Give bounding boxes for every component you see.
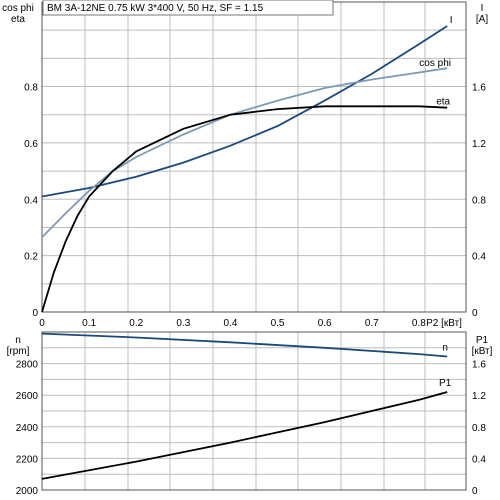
top-left-axis-unit: eta [11, 14, 25, 25]
top-left-tick-label: 0.4 [24, 195, 38, 206]
x-tick-label: 0.7 [365, 318, 379, 329]
top-right-axis-title: I [481, 3, 484, 14]
top-left-tick-label: 0.6 [24, 139, 38, 150]
x-tick-label: 0.8 [412, 318, 426, 329]
bottom-left-tick-label: 2600 [16, 391, 39, 402]
series-line-cos-phi [41, 67, 448, 238]
top-right-tick-label: 0.4 [472, 252, 486, 263]
top-right-tick-label: 1.2 [472, 139, 486, 150]
bottom-plot-frame [41, 331, 467, 491]
bottom-right-tick-label: 0 [472, 486, 478, 497]
bottom-right-tick-label: 1.6 [472, 360, 486, 371]
top-left-tick-label: 0.2 [24, 252, 38, 263]
bottom-left-tick-label: 2800 [16, 360, 39, 371]
bottom-left-axis-unit: [rpm] [7, 346, 30, 357]
top-left-axis-title: cos phi [2, 3, 34, 14]
series-label-cos-phi: cos phi [419, 58, 451, 69]
x-tick-label: 0 [39, 318, 45, 329]
bottom-right-tick-label: 0.4 [472, 454, 486, 465]
x-axis-title: P2 [кВт] [426, 318, 462, 329]
series-line-n [41, 332, 448, 358]
chart-title-box [42, 0, 334, 16]
series-label-P1: P1 [439, 378, 452, 389]
series-line-I [41, 25, 448, 198]
bottom-right-axis-unit: [кВт] [472, 346, 493, 357]
bottom-left-axis-title: n [15, 335, 21, 346]
x-tick-label: 0.6 [318, 318, 332, 329]
bottom-right-tick-label: 0.8 [472, 423, 486, 434]
chart-title: BM 3A-12NE 0.75 kW 3*400 V, 50 Hz, SF = … [47, 3, 264, 14]
x-tick-label: 0.2 [129, 318, 143, 329]
x-tick-label: 0.1 [82, 318, 96, 329]
top-right-axis-unit: [A] [476, 14, 488, 25]
x-tick-label: 0.5 [271, 318, 285, 329]
series-line-eta [41, 105, 448, 313]
top-right-tick-label: 1.6 [472, 83, 486, 94]
bottom-left-tick-label: 2000 [16, 486, 39, 497]
series-line-P1 [41, 391, 448, 480]
bottom-left-tick-label: 2200 [16, 454, 39, 465]
top-plot-frame [41, 1, 467, 313]
top-left-tick-label: 0 [32, 308, 38, 319]
bottom-right-tick-label: 1.2 [472, 391, 486, 402]
top-right-tick-label: 0.8 [472, 195, 486, 206]
series-label-eta: eta [436, 97, 450, 108]
bottom-right-axis-title: P1 [476, 335, 489, 346]
top-right-tick-label: 0 [472, 308, 478, 319]
bottom-left-tick-label: 2400 [16, 423, 39, 434]
series-label-n: n [442, 342, 448, 353]
x-tick-label: 0.3 [176, 318, 190, 329]
series-label-I: I [450, 15, 453, 26]
top-left-tick-label: 0.8 [24, 83, 38, 94]
x-tick-label: 0.4 [223, 318, 237, 329]
